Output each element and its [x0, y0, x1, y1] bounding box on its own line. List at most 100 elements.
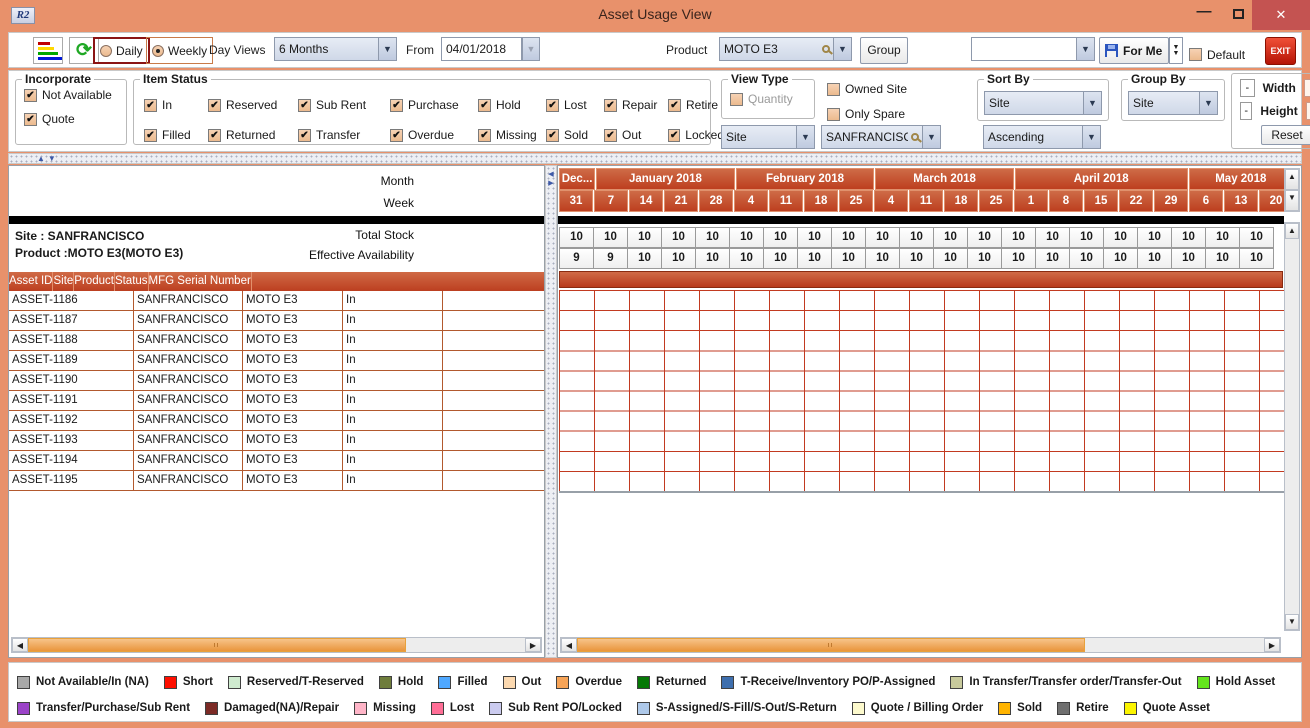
week-header-cell[interactable]: 29: [1154, 190, 1188, 212]
chevron-down-icon[interactable]: ▼: [796, 126, 814, 148]
item-status-checkbox-item[interactable]: ✔ Missing: [478, 128, 546, 142]
table-row[interactable]: ASSET-1193 SANFRANCISCO MOTO E3 In: [9, 431, 544, 451]
week-header-cell[interactable]: 25: [979, 190, 1013, 212]
month-header-cell[interactable]: January 2018: [596, 168, 735, 190]
item-status-checkbox-item[interactable]: ✔ Hold: [478, 98, 546, 112]
checkbox-checked[interactable]: ✔: [24, 88, 37, 102]
group-button[interactable]: Group: [860, 37, 908, 64]
height-plus-button[interactable]: [1305, 102, 1310, 120]
vertical-splitter[interactable]: ◀ ▶: [545, 165, 557, 658]
checkbox-checked[interactable]: ✔: [604, 98, 617, 112]
owned-site-checkbox-group[interactable]: Owned Site: [827, 82, 907, 96]
item-status-checkbox-item[interactable]: ✔ Transfer: [298, 128, 390, 142]
week-header-cell[interactable]: 18: [804, 190, 838, 212]
usage-grid[interactable]: [559, 290, 1287, 493]
reset-button[interactable]: Reset: [1261, 125, 1310, 145]
month-header-cell[interactable]: Dec...: [559, 168, 596, 190]
week-header-cell[interactable]: 15: [1084, 190, 1118, 212]
week-header-cell[interactable]: 18: [944, 190, 978, 212]
checkbox-checked[interactable]: ✔: [144, 128, 157, 142]
from-date-picker-button[interactable]: ▼: [522, 37, 540, 61]
view-type-site-select[interactable]: Site ▼: [721, 125, 815, 149]
week-header-cell[interactable]: 8: [1049, 190, 1083, 212]
checkbox-checked[interactable]: ✔: [208, 98, 221, 112]
default-checkbox-group[interactable]: Default: [1189, 41, 1245, 68]
width-minus-button[interactable]: -: [1240, 79, 1255, 97]
item-status-checkbox-item[interactable]: ✔ Returned: [208, 128, 298, 142]
maximize-button[interactable]: [1224, 0, 1252, 30]
column-header[interactable]: Site: [53, 272, 75, 291]
checkbox-checked[interactable]: ✔: [546, 128, 559, 142]
checkbox-checked[interactable]: ✔: [604, 128, 617, 142]
for-me-more-button[interactable]: ▼ ▼: [1169, 37, 1183, 64]
chevron-down-icon[interactable]: ▼: [833, 38, 851, 60]
month-header-cell[interactable]: March 2018: [875, 168, 1014, 190]
right-vertical-scrollbar[interactable]: ▲ ▼: [1284, 222, 1300, 631]
item-status-checkbox-item[interactable]: ✔ Reserved: [208, 98, 298, 112]
item-status-checkbox-item[interactable]: ✔ Retire: [668, 98, 724, 112]
table-row[interactable]: ASSET-1190 SANFRANCISCO MOTO E3 In: [9, 371, 544, 391]
month-header-cell[interactable]: April 2018: [1014, 168, 1188, 190]
table-row[interactable]: ASSET-1192 SANFRANCISCO MOTO E3 In: [9, 411, 544, 431]
item-status-checkbox-item[interactable]: ✔ Out: [604, 128, 668, 142]
site-filter-select[interactable]: SANFRANCISCO ▼: [821, 125, 941, 149]
item-status-checkbox-item[interactable]: ✔ Repair: [604, 98, 668, 112]
item-status-checkbox-item[interactable]: ✔ Lost: [546, 98, 604, 112]
item-status-checkbox-item[interactable]: ✔ Overdue: [390, 128, 478, 142]
day-views-select[interactable]: 6 Months ▼: [274, 37, 397, 61]
splitter-collapse-icons[interactable]: ▲▼: [37, 154, 59, 163]
checkbox-checked[interactable]: ✔: [298, 128, 311, 142]
group-by-select[interactable]: Site ▼: [1128, 91, 1218, 115]
chevron-down-icon[interactable]: ▼: [1083, 92, 1101, 114]
chevron-down-icon[interactable]: ▼: [378, 38, 396, 60]
table-row[interactable]: ASSET-1189 SANFRANCISCO MOTO E3 In: [9, 351, 544, 371]
table-row[interactable]: ASSET-1191 SANFRANCISCO MOTO E3 In: [9, 391, 544, 411]
checkbox-checked[interactable]: ✔: [208, 128, 221, 142]
calendar-header-vscrollbar[interactable]: ▲ ▼: [1284, 168, 1300, 212]
chevron-down-icon[interactable]: ▼: [1199, 92, 1217, 114]
height-minus-button[interactable]: -: [1240, 102, 1253, 120]
horizontal-splitter[interactable]: ▲▼: [8, 153, 1302, 164]
week-header-cell[interactable]: 28: [699, 190, 733, 212]
width-plus-button[interactable]: [1303, 79, 1310, 97]
scrollbar-thumb[interactable]: [28, 638, 406, 652]
item-status-checkbox-item[interactable]: ✔ Sold: [546, 128, 604, 142]
week-header-cell[interactable]: 1: [1014, 190, 1048, 212]
week-header-cell[interactable]: 25: [839, 190, 873, 212]
checkbox-checked[interactable]: ✔: [546, 98, 559, 112]
table-row[interactable]: ASSET-1188 SANFRANCISCO MOTO E3 In: [9, 331, 544, 351]
chevron-down-icon[interactable]: ▼: [1082, 126, 1100, 148]
week-header-cell[interactable]: 7: [594, 190, 628, 212]
sort-direction-select[interactable]: Ascending ▼: [983, 125, 1101, 149]
chevron-down-icon[interactable]: ▼: [922, 126, 940, 148]
checkbox-checked[interactable]: ✔: [478, 128, 491, 142]
table-row[interactable]: ASSET-1195 SANFRANCISCO MOTO E3 In: [9, 471, 544, 491]
column-header[interactable]: Product: [74, 272, 115, 291]
item-status-checkbox-item[interactable]: ✔ In: [144, 98, 208, 112]
incorporate-checkbox-item[interactable]: ✔ Not Available: [24, 88, 112, 102]
scroll-right-icon[interactable]: ▶: [525, 638, 541, 652]
week-header-cell[interactable]: 14: [629, 190, 663, 212]
checkbox-checked[interactable]: ✔: [24, 112, 37, 126]
only-spare-checkbox-group[interactable]: Only Spare: [827, 107, 905, 121]
column-header[interactable]: Status: [115, 272, 149, 291]
scroll-down-icon[interactable]: ▼: [1285, 190, 1299, 211]
week-header-cell[interactable]: 31: [559, 190, 593, 212]
scroll-right-icon[interactable]: ▶: [1264, 638, 1280, 652]
search-icon[interactable]: [911, 133, 919, 141]
only-spare-checkbox[interactable]: [827, 107, 840, 121]
week-header-cell[interactable]: 4: [874, 190, 908, 212]
item-status-checkbox-item[interactable]: ✔ Purchase: [390, 98, 478, 112]
scrollbar-thumb[interactable]: [577, 638, 1086, 652]
close-button[interactable]: ✕: [1252, 0, 1310, 30]
minimize-button[interactable]: —: [1196, 3, 1212, 20]
week-header-cell[interactable]: 11: [769, 190, 803, 212]
default-checkbox[interactable]: [1189, 48, 1202, 61]
table-row[interactable]: ASSET-1194 SANFRANCISCO MOTO E3 In: [9, 451, 544, 471]
product-select[interactable]: MOTO E3 ▼: [719, 37, 852, 61]
checkbox-checked[interactable]: ✔: [478, 98, 491, 112]
left-horizontal-scrollbar[interactable]: ◀ ▶: [11, 637, 542, 653]
search-icon[interactable]: [822, 45, 830, 53]
checkbox-checked[interactable]: ✔: [668, 98, 681, 112]
month-header-cell[interactable]: February 2018: [735, 168, 875, 190]
